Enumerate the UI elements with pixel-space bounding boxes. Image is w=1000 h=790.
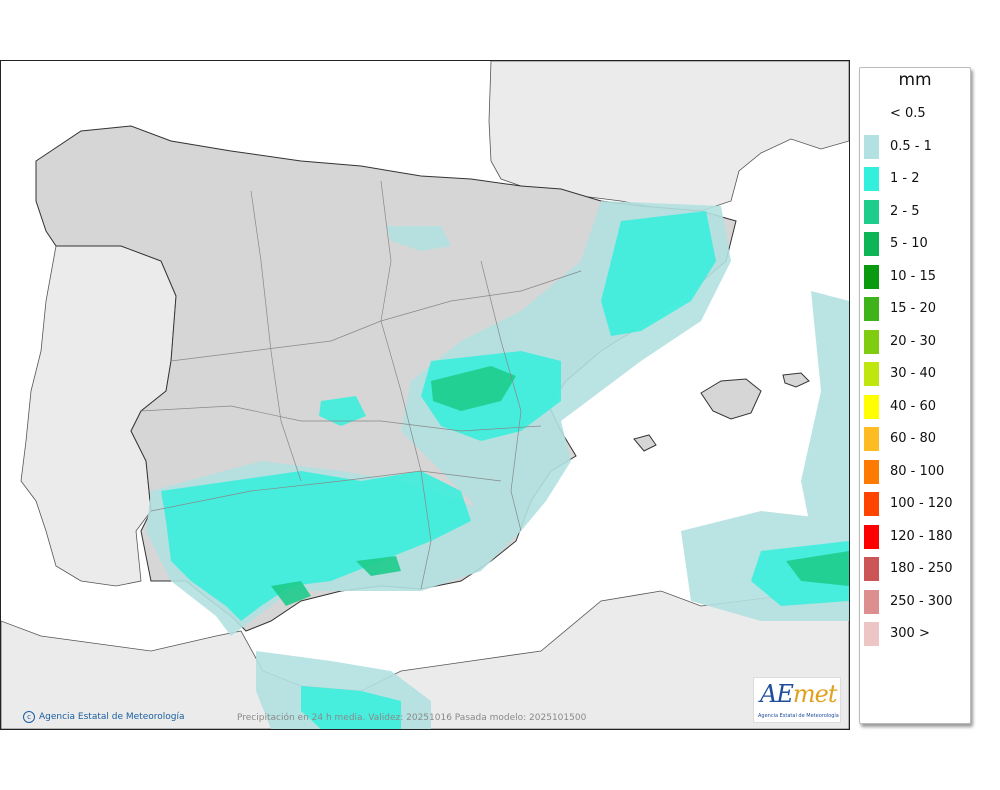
- map-canvas: [1, 61, 849, 729]
- legend-item: 2 - 5: [864, 199, 968, 224]
- legend-label: 60 - 80: [890, 431, 937, 446]
- legend-title: mm: [898, 70, 932, 90]
- legend-swatch: [864, 297, 879, 321]
- legend-item: 250 - 300: [864, 589, 968, 614]
- logo-word-b: met: [792, 680, 838, 708]
- legend-item: 120 - 180: [864, 524, 968, 549]
- legend-label: 20 - 30: [890, 333, 937, 349]
- legend-label: 180 - 250: [890, 561, 953, 576]
- legend-swatch: [864, 329, 879, 354]
- precip-2-5: [271, 366, 849, 606]
- legend-item: 20 - 30: [864, 329, 968, 354]
- legend-swatch: [864, 362, 879, 386]
- legend-swatch: [864, 264, 879, 289]
- legend-item: 40 - 60: [864, 394, 968, 419]
- legend-label: 2 - 5: [890, 203, 920, 219]
- legend-swatch: [864, 199, 879, 224]
- ibiza-island: [633, 434, 657, 452]
- copyright-icon: c: [23, 711, 35, 723]
- legend-item: 15 - 20: [864, 297, 968, 321]
- logo-word-a: AE: [760, 680, 794, 708]
- legend-item: 100 - 120: [864, 492, 968, 516]
- legend-panel: mm < 0.5 0.5 - 1 1 - 2 2 - 5 5 - 10 10 - 15 15…: [859, 67, 971, 724]
- legend-swatch: [864, 394, 879, 419]
- legend-item: 60 - 80: [864, 427, 968, 451]
- legend-label: 250 - 300: [890, 593, 953, 609]
- legend-label: 300 >: [890, 626, 930, 641]
- legend-label: 5 - 10: [890, 236, 928, 251]
- legend-swatch: [864, 232, 879, 256]
- precipitation-map: c Agencia Estatal de Meteorología Precip…: [0, 60, 850, 730]
- region-borders: [140, 180, 582, 590]
- agency-credit: c Agencia Estatal de Meteorología: [23, 711, 185, 723]
- legend-label: 10 - 15: [890, 268, 937, 284]
- aemet-logo: AEmet Agencia Estatal de Meteorología: [753, 677, 841, 723]
- legend-label: < 0.5: [890, 106, 926, 121]
- legend-label: 120 - 180: [890, 528, 953, 544]
- legend-item: 10 - 15: [864, 264, 968, 289]
- logo-subtitle: Agencia Estatal de Meteorología: [758, 713, 839, 719]
- legend-item: 5 - 10: [864, 232, 968, 256]
- legend-swatch: [864, 427, 879, 451]
- legend-swatch: [864, 589, 879, 614]
- legend-label: 80 - 100: [890, 463, 945, 479]
- legend-label: 1 - 2: [890, 171, 920, 186]
- legend-item: 1 - 2: [864, 167, 968, 191]
- legend-item: 80 - 100: [864, 459, 968, 484]
- menorca-island: [782, 372, 810, 388]
- legend-label: 15 - 20: [890, 301, 937, 316]
- legend-item: < 0.5: [864, 102, 968, 126]
- legend-label: 0.5 - 1: [890, 138, 932, 154]
- legend-swatch: [864, 524, 879, 549]
- mallorca-island: [700, 378, 762, 420]
- legend-item: 300 >: [864, 622, 968, 646]
- legend-item: 30 - 40: [864, 362, 968, 386]
- agency-credit-text: Agencia Estatal de Meteorología: [39, 712, 185, 722]
- legend-swatch: [864, 134, 879, 159]
- legend-swatch: [864, 557, 879, 581]
- legend-label: 30 - 40: [890, 366, 937, 381]
- model-validity-note: Precipitación en 24 h media. Validez: 20…: [237, 713, 587, 723]
- legend-item: 0.5 - 1: [864, 134, 968, 159]
- legend-swatch: [864, 459, 879, 484]
- legend-item: 180 - 250: [864, 557, 968, 581]
- legend-swatch: [864, 492, 879, 516]
- legend-swatch: [864, 167, 879, 191]
- legend-label: 40 - 60: [890, 398, 937, 414]
- legend-label: 100 - 120: [890, 496, 953, 511]
- legend-swatch: [864, 622, 879, 646]
